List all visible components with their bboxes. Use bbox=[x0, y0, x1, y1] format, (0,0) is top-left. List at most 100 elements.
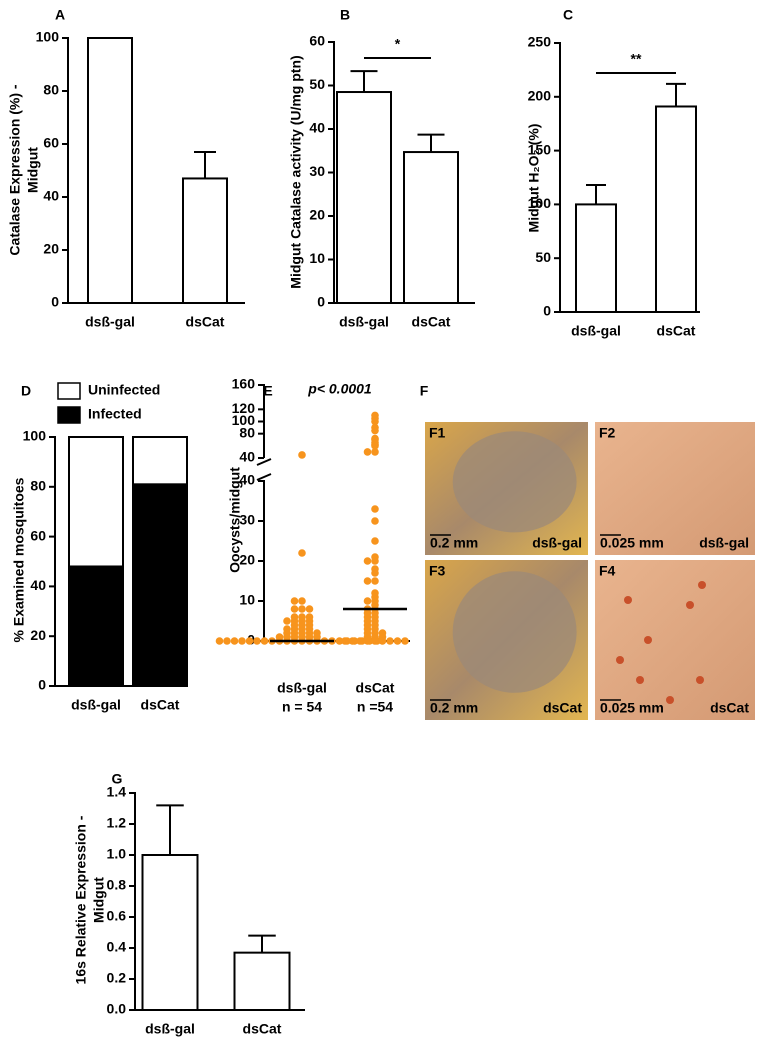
y-tick-label: 0.6 bbox=[107, 908, 127, 924]
panel-label: A bbox=[55, 7, 65, 23]
bar bbox=[141, 854, 199, 1011]
panel-label: B bbox=[340, 7, 350, 23]
data-point bbox=[253, 637, 261, 645]
y-tick-label: 20 bbox=[30, 627, 46, 643]
y-tick-label: 20 bbox=[239, 552, 255, 568]
oocyst bbox=[698, 581, 706, 589]
data-point bbox=[305, 605, 314, 613]
data-point bbox=[283, 617, 291, 625]
sample-size: n = 54 bbox=[282, 699, 322, 715]
data-point bbox=[363, 597, 372, 605]
y-tick-label: 10 bbox=[239, 592, 255, 608]
bar-segment bbox=[132, 483, 188, 687]
data-point bbox=[290, 597, 299, 605]
y-tick-label: 40 bbox=[239, 449, 255, 465]
data-point bbox=[386, 637, 394, 645]
y-tick-label: 60 bbox=[43, 135, 59, 151]
micrograph bbox=[595, 560, 755, 720]
data-point bbox=[238, 637, 246, 645]
data-point bbox=[215, 637, 224, 645]
data-point bbox=[371, 417, 379, 426]
panel-label: G bbox=[112, 771, 123, 787]
data-point bbox=[371, 537, 379, 545]
y-tick-label: 40 bbox=[43, 188, 59, 204]
group-label: dsCat bbox=[543, 700, 582, 716]
midgut-tissue bbox=[452, 571, 577, 693]
x-tick-label: dsCat bbox=[186, 314, 225, 330]
bar-segment bbox=[68, 436, 124, 568]
y-tick-label: 0 bbox=[38, 677, 46, 693]
bar bbox=[182, 177, 228, 304]
data-point bbox=[260, 637, 269, 645]
y-tick-label: 0.4 bbox=[107, 939, 127, 955]
data-point bbox=[298, 605, 306, 613]
data-point bbox=[298, 451, 306, 459]
oocyst bbox=[616, 656, 624, 664]
oocyst bbox=[644, 636, 652, 644]
bar-segment bbox=[68, 565, 124, 687]
y-axis-label: 16s Relative Expression - bbox=[73, 815, 89, 984]
data-point bbox=[401, 637, 409, 645]
scale-label: 0.2 mm bbox=[430, 700, 478, 716]
y-tick-label: 0 bbox=[317, 294, 325, 310]
sample-size: n =54 bbox=[357, 699, 393, 715]
y-tick-label: 120 bbox=[232, 400, 256, 416]
panel-label: C bbox=[563, 7, 573, 23]
x-tick-label: dsCat bbox=[356, 680, 395, 696]
y-tick-label: 80 bbox=[30, 478, 46, 494]
oocyst bbox=[686, 601, 694, 609]
y-axis-label: Oocysts/midgut bbox=[227, 467, 243, 573]
x-tick-label: dsß-gal bbox=[85, 314, 135, 330]
x-tick-label: dsß-gal bbox=[145, 1021, 195, 1037]
y-tick-label: 200 bbox=[528, 88, 552, 104]
x-tick-label: dsCat bbox=[243, 1021, 282, 1037]
data-point bbox=[298, 549, 306, 557]
x-tick-label: dsß-gal bbox=[277, 680, 327, 696]
data-point bbox=[356, 637, 364, 645]
data-point bbox=[371, 517, 379, 525]
x-tick-label: dsCat bbox=[141, 697, 180, 713]
data-point bbox=[371, 442, 379, 450]
data-point bbox=[363, 557, 372, 565]
oocyst bbox=[624, 596, 632, 604]
y-axis-label: Midgut H₂O₂ (%) bbox=[526, 124, 542, 233]
data-point bbox=[245, 637, 254, 645]
data-point bbox=[335, 637, 344, 645]
data-point bbox=[371, 505, 379, 513]
y-tick-label: 20 bbox=[309, 207, 325, 223]
bar-segment bbox=[132, 436, 188, 486]
panel-label: D bbox=[21, 383, 31, 399]
x-tick-label: dsß-gal bbox=[571, 323, 621, 339]
y-tick-label: 30 bbox=[309, 163, 325, 179]
panel-label: E bbox=[263, 383, 272, 399]
y-tick-label: 1.0 bbox=[107, 846, 127, 862]
y-tick-label: 0 bbox=[51, 294, 59, 310]
y-tick-label: 80 bbox=[239, 424, 255, 440]
y-tick-label: 0.8 bbox=[107, 877, 127, 893]
data-point bbox=[230, 637, 239, 645]
y-tick-label: 30 bbox=[239, 512, 255, 528]
bar bbox=[233, 951, 291, 1012]
legend-label: Infected bbox=[88, 406, 142, 422]
data-point bbox=[223, 637, 231, 645]
bar bbox=[336, 91, 392, 305]
y-tick-label: 10 bbox=[309, 250, 325, 266]
data-point bbox=[371, 569, 379, 577]
oocyst bbox=[696, 676, 704, 684]
micrograph bbox=[595, 422, 755, 555]
group-label: dsCat bbox=[710, 700, 749, 716]
y-axis-label: Catalase Expression (%) - bbox=[7, 84, 23, 256]
y-tick-label: 160 bbox=[232, 376, 256, 392]
data-point bbox=[348, 637, 357, 645]
y-tick-label: 0 bbox=[543, 303, 551, 319]
y-tick-label: 40 bbox=[239, 472, 255, 488]
y-tick-label: 100 bbox=[23, 428, 47, 444]
data-point bbox=[341, 637, 349, 645]
micrograph-label: F4 bbox=[599, 563, 616, 579]
bar bbox=[575, 203, 617, 313]
y-tick-label: 60 bbox=[30, 527, 46, 543]
y-tick-label: 50 bbox=[535, 249, 551, 265]
data-point bbox=[363, 637, 372, 645]
oocyst bbox=[636, 676, 644, 684]
